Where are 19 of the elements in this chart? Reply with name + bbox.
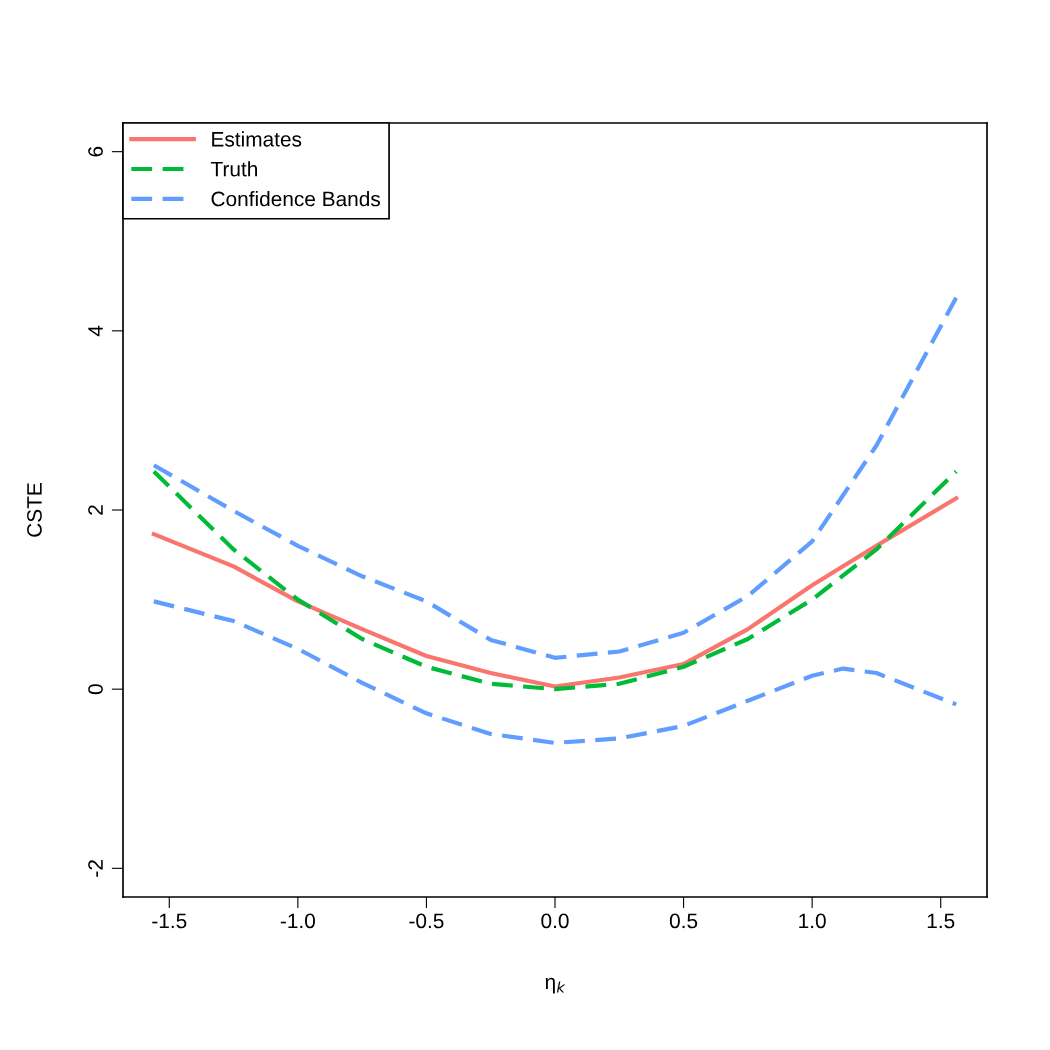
y-tick-label: 6 [88, 146, 103, 157]
y-tick-label: 2 [88, 505, 103, 515]
x-tick-label: 1.0 [799, 913, 826, 929]
x-tick-label: -0.5 [409, 913, 444, 929]
line-series [151, 599, 959, 746]
x-tick-label: -1.5 [152, 913, 187, 929]
y-axis-title: CSTE [27, 483, 42, 537]
legend-label: Estimates [212, 131, 302, 147]
x-tick-label: -1.0 [280, 913, 315, 929]
legend-label: Confidence Bands [211, 191, 381, 207]
y-tick-label: 0 [88, 684, 103, 695]
legend-label: Truth [210, 161, 257, 177]
x-tick-label: 0.5 [669, 913, 698, 929]
line-series [151, 295, 959, 660]
y-tick-label: -2 [88, 860, 103, 877]
x-tick-label: 1.5 [927, 913, 955, 929]
y-tick-label: 4 [88, 325, 103, 337]
x-tick-label: 0.0 [541, 913, 569, 929]
x-axis-title: η$_{k}$ [545, 977, 566, 994]
